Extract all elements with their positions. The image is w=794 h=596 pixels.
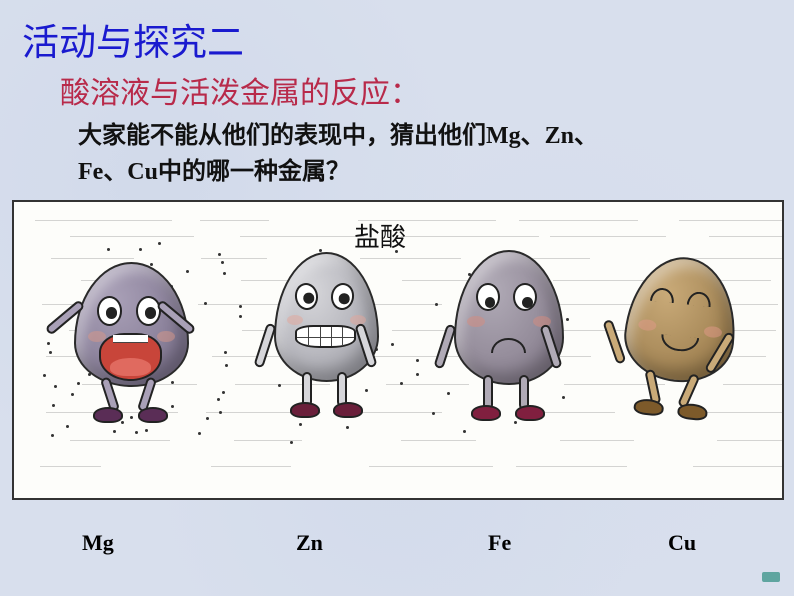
fe-drop [444, 250, 574, 425]
mg-drop-shoe-left [93, 407, 123, 423]
fe-drop-shoe-left [471, 405, 501, 421]
fe-drop-eye-left [476, 283, 500, 312]
page-title: 活动与探究二 [22, 12, 244, 66]
question-text: 大家能不能从他们的表现中，猜出他们Mg、Zn、 Fe、Cu中的哪一种金属？ [78, 118, 718, 190]
element-label-fe: Fe [488, 530, 511, 556]
question-line2: Fe、Cu中的哪一种金属？ [78, 154, 718, 190]
fe-drop-eye-right [513, 283, 537, 312]
zn-drop-shoe-left [290, 402, 320, 418]
zn-drop-eye-left [293, 282, 320, 312]
subtitle-text: 酸溶液与活泼金属的反应： [60, 77, 420, 110]
element-label-cu: Cu [668, 530, 696, 556]
characters-container [14, 202, 782, 498]
illustration-panel: 盐酸 [12, 200, 784, 500]
mg-drop-eye-left [97, 296, 122, 326]
zn-drop-eye-right [329, 282, 356, 312]
page-corner-mark [762, 572, 780, 582]
fe-drop-mouth [491, 338, 526, 353]
mg-drop [64, 262, 199, 427]
cu-drop-shoe-right [677, 402, 709, 421]
question-line1: 大家能不能从他们的表现中，猜出他们Mg、Zn、 [78, 118, 718, 154]
zn-drop-shoe-right [333, 402, 363, 418]
mg-drop-eye-right [136, 296, 161, 326]
mg-drop-mouth [99, 333, 162, 381]
fe-drop-shoe-right [515, 405, 545, 421]
cu-drop-arm-left [602, 319, 626, 365]
element-label-mg: Mg [82, 530, 114, 556]
zn-drop-mouth [295, 325, 356, 348]
cu-drop-body [620, 252, 742, 388]
cu-drop-eye-right [687, 291, 713, 308]
subtitle: 酸溶液与活泼金属的反应： [60, 68, 420, 112]
cu-drop [606, 251, 753, 429]
cu-drop-mouth [660, 334, 699, 353]
zn-drop [264, 252, 389, 422]
element-label-zn: Zn [296, 530, 323, 556]
title-text: 活动与探究二 [22, 23, 244, 64]
cu-drop-eye-left [650, 287, 676, 304]
mg-drop-shoe-right [138, 407, 168, 423]
